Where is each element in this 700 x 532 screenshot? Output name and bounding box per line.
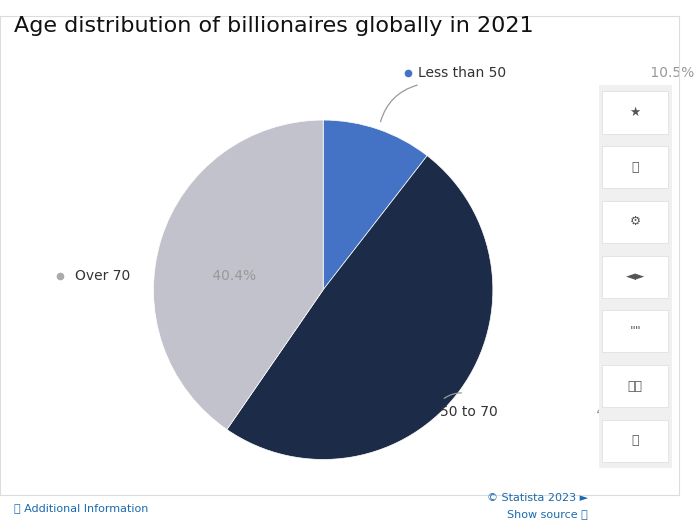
Text: 🇫🇷: 🇫🇷 [628,379,643,393]
Text: 40.4%: 40.4% [209,269,257,283]
Text: ◄►: ◄► [626,270,645,283]
Text: ★: ★ [629,106,641,119]
Text: 🔔: 🔔 [631,161,639,174]
Bar [602,310,668,352]
Text: ⚙: ⚙ [629,215,641,228]
Text: Less than 50: Less than 50 [418,65,506,80]
Wedge shape [323,120,427,290]
Text: Show source ⓘ: Show source ⓘ [508,509,588,519]
Text: 50 to 70: 50 to 70 [440,405,498,419]
Bar [602,255,668,298]
Text: 49.1%: 49.1% [592,405,640,419]
Bar [602,92,668,134]
Bar [602,146,668,188]
Bar [602,420,668,462]
Text: Age distribution of billionaires globally in 2021: Age distribution of billionaires globall… [14,16,533,36]
Wedge shape [227,156,493,460]
Wedge shape [153,120,323,429]
Bar [602,201,668,243]
Text: 🖨: 🖨 [631,434,639,447]
Text: Over 70: Over 70 [76,269,131,283]
Bar [602,365,668,407]
Text: 10.5%: 10.5% [646,65,694,80]
Text: "": "" [629,325,641,338]
Text: © Statista 2023 ►: © Statista 2023 ► [487,493,588,503]
Text: ⓘ Additional Information: ⓘ Additional Information [14,503,148,513]
